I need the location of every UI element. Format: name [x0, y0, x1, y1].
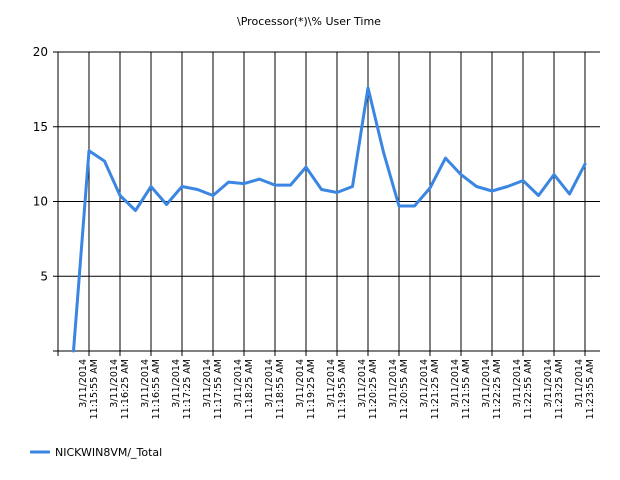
x-tick-label: 3/11/2014 11:19:55 AM — [326, 359, 348, 419]
x-tick-label: 3/11/2014 11:23:25 AM — [543, 359, 565, 419]
x-tick-label: 3/11/2014 11:22:25 AM — [481, 359, 503, 419]
x-tick-label-time: 11:18:25 AM — [244, 359, 255, 419]
x-tick-label-time: 11:23:25 AM — [554, 359, 565, 419]
x-tick-label: 3/11/2014 11:21:55 AM — [450, 359, 472, 419]
series-layer — [72, 86, 587, 353]
x-tick-label-date: 3/11/2014 — [140, 359, 151, 408]
x-tick-label-time: 11:17:25 AM — [182, 359, 193, 419]
x-tick-label: 3/11/2014 11:16:55 AM — [140, 359, 162, 419]
x-tick-label: 3/11/2014 11:23:55 AM — [574, 359, 596, 419]
x-tick-label-time: 11:22:25 AM — [492, 359, 503, 419]
legend-label: NICKWIN8VM/_Total — [55, 446, 162, 459]
x-tick-label-date: 3/11/2014 — [171, 359, 182, 408]
x-tick-label: 3/11/2014 11:16:25 AM — [109, 359, 131, 419]
x-tick-label-date: 3/11/2014 — [481, 359, 492, 408]
x-tick-label-time: 11:19:25 AM — [306, 359, 317, 419]
x-tick-label-date: 3/11/2014 — [419, 359, 430, 408]
x-tick-label: 3/11/2014 11:17:25 AM — [171, 359, 193, 419]
x-tick-label-date: 3/11/2014 — [574, 359, 585, 408]
x-tick-label-time: 11:21:55 AM — [461, 359, 472, 419]
x-tick-label-time: 11:16:25 AM — [120, 359, 131, 419]
axes — [53, 51, 600, 356]
x-tick-label-time: 11:19:55 AM — [337, 359, 348, 419]
x-tick-label-time: 11:23:55 AM — [585, 359, 596, 419]
x-tick-label-date: 3/11/2014 — [295, 359, 306, 408]
x-tick-label: 3/11/2014 11:21:25 AM — [419, 359, 441, 419]
legend: NICKWIN8VM/_Total — [30, 446, 162, 459]
x-tick-label-date: 3/11/2014 — [233, 359, 244, 408]
x-tick-label-date: 3/11/2014 — [326, 359, 337, 408]
x-tick-label-date: 3/11/2014 — [512, 359, 523, 408]
x-tick-label: 3/11/2014 11:20:55 AM — [388, 359, 410, 419]
x-tick-label-date: 3/11/2014 — [109, 359, 120, 408]
x-tick-label-time: 11:20:55 AM — [399, 359, 410, 419]
x-tick-label: 3/11/2014 11:18:25 AM — [233, 359, 255, 419]
x-tick-label-time: 11:18:55 AM — [275, 359, 286, 419]
y-tick-label: 5 — [40, 269, 48, 283]
x-tick-label: 3/11/2014 11:22:55 AM — [512, 359, 534, 419]
x-tick-label: 3/11/2014 11:20:25 AM — [357, 359, 379, 419]
x-tick-label-time: 11:22:55 AM — [523, 359, 534, 419]
x-tick-label-date: 3/11/2014 — [264, 359, 275, 408]
x-tick-label-time: 11:20:25 AM — [368, 359, 379, 419]
x-tick-label: 3/11/2014 11:19:25 AM — [295, 359, 317, 419]
x-axis-tick-labels: 3/11/2014 11:15:55 AM 3/11/2014 11:16:25 AM… — [78, 359, 596, 419]
x-tick-label: 3/11/2014 11:18:55 AM — [264, 359, 286, 419]
x-tick-label-date: 3/11/2014 — [357, 359, 368, 408]
y-tick-label: 10 — [33, 195, 48, 209]
x-tick-label-date: 3/11/2014 — [202, 359, 213, 408]
y-axis-tick-labels: 5 10 15 20 — [33, 45, 48, 283]
x-tick-label-date: 3/11/2014 — [78, 359, 89, 408]
x-tick-label-date: 3/11/2014 — [450, 359, 461, 408]
x-tick-label-date: 3/11/2014 — [543, 359, 554, 408]
y-tick-label: 15 — [33, 120, 48, 134]
x-tick-label-time: 11:15:55 AM — [89, 359, 100, 419]
series-line — [72, 86, 587, 353]
x-tick-label-date: 3/11/2014 — [388, 359, 399, 408]
chart-title: \Processor(*)\% User Time — [237, 15, 381, 28]
x-tick-label-time: 11:17:55 AM — [213, 359, 224, 419]
y-tick-label: 20 — [33, 45, 48, 59]
x-tick-label-time: 11:21:25 AM — [430, 359, 441, 419]
x-tick-label: 3/11/2014 11:17:55 AM — [202, 359, 224, 419]
x-tick-label: 3/11/2014 11:15:55 AM — [78, 359, 100, 419]
x-tick-label-time: 11:16:55 AM — [151, 359, 162, 419]
